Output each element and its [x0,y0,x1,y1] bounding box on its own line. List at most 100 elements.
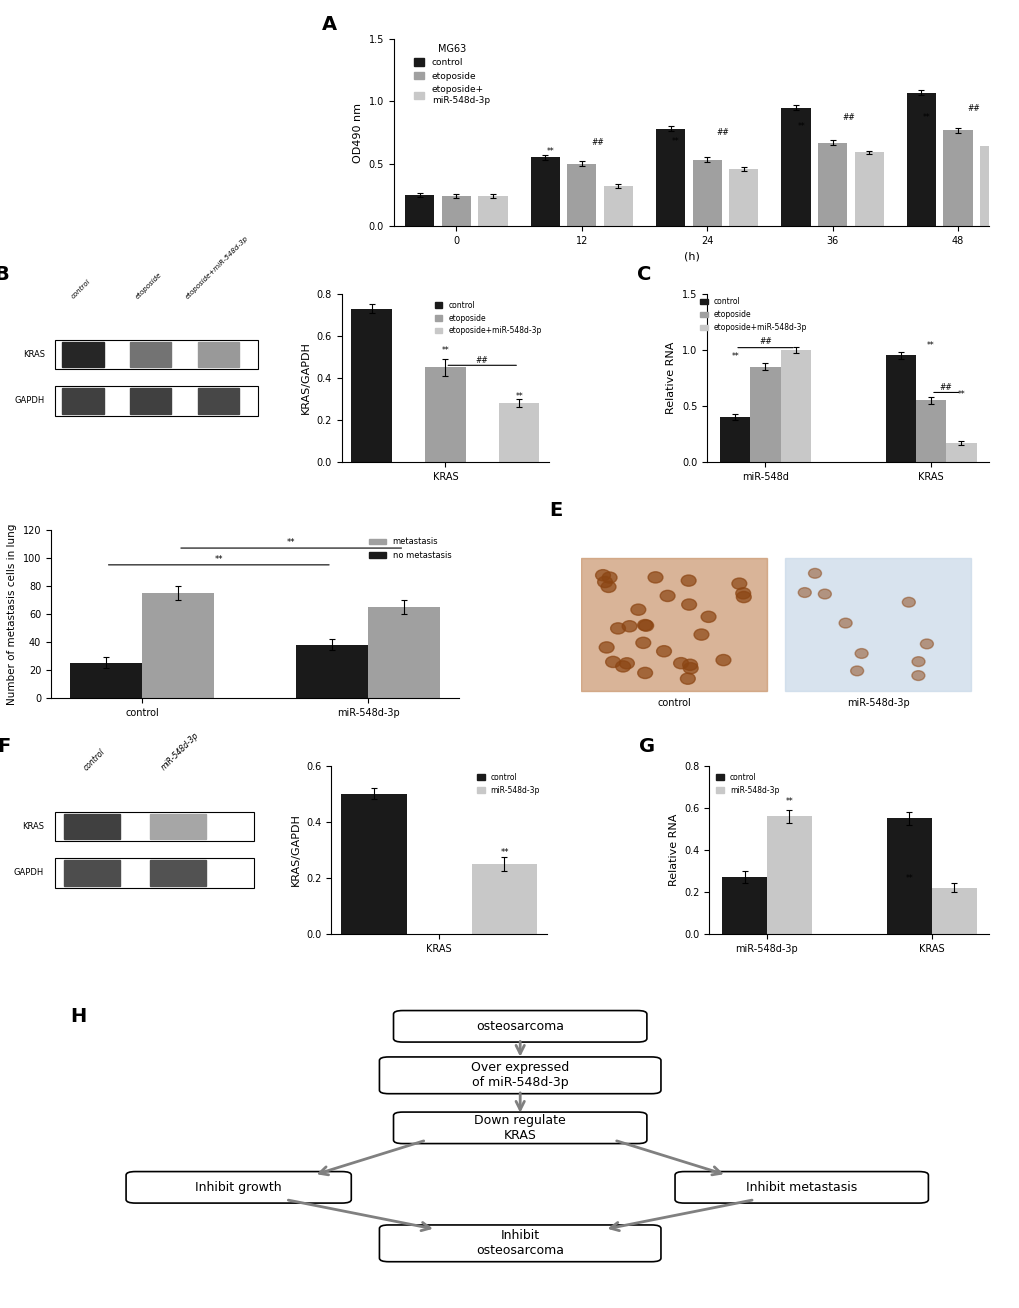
Bar [62,343,104,368]
Text: **: ** [797,122,804,131]
Text: **: ** [499,849,508,858]
Text: **: ** [926,340,934,349]
Text: KRAS: KRAS [23,351,45,360]
Circle shape [850,666,863,676]
Circle shape [659,590,675,602]
Bar [296,645,368,698]
FancyBboxPatch shape [675,1172,927,1203]
Bar [129,388,171,413]
Text: **: ** [515,392,523,400]
Bar [886,819,930,934]
Text: E: E [548,501,561,521]
Circle shape [732,578,746,589]
Bar [750,366,780,462]
Circle shape [638,620,653,632]
Text: ##: ## [758,337,771,347]
Bar [368,607,440,698]
Bar [781,107,810,226]
Circle shape [700,611,715,623]
Text: **: ** [957,390,964,399]
Circle shape [682,659,697,671]
Text: miR-548d-3p: miR-548d-3p [159,731,201,772]
Bar [472,863,537,934]
Bar [62,388,104,413]
Text: GAPDH: GAPDH [14,396,45,405]
Text: KRAS: KRAS [22,823,44,832]
Circle shape [902,598,914,607]
Bar [405,195,434,226]
FancyBboxPatch shape [126,1172,351,1203]
Circle shape [656,646,671,657]
Text: **: ** [214,555,223,564]
Bar [930,888,976,934]
Text: G: G [639,738,655,756]
Text: F: F [0,738,10,756]
Y-axis label: KRAS/GAPDH: KRAS/GAPDH [301,341,311,415]
Bar [729,169,758,226]
Circle shape [631,604,645,615]
Bar [69,663,142,698]
Legend: control, miR-548d-3p: control, miR-548d-3p [474,769,542,798]
Text: Inhibit metastasis: Inhibit metastasis [745,1181,857,1194]
Bar [441,196,471,226]
Circle shape [817,589,830,599]
Text: **: ** [731,352,739,361]
Circle shape [854,649,867,658]
Text: **: ** [905,874,912,883]
Bar [884,356,915,462]
Circle shape [601,572,616,583]
Text: B: B [0,266,9,284]
Text: ##: ## [841,112,854,122]
Text: A: A [322,14,337,34]
Y-axis label: Number of metastasis cells in lung: Number of metastasis cells in lung [7,523,17,705]
Bar [55,812,254,841]
Bar [55,386,258,416]
Legend: control, etoposide, etoposide+miR-548d-3p: control, etoposide, etoposide+miR-548d-3… [431,298,544,339]
Circle shape [595,569,609,581]
Bar [785,557,970,691]
Text: **: ** [672,137,679,145]
Text: Inhibit growth: Inhibit growth [196,1181,281,1194]
Circle shape [808,569,820,578]
Text: **: ** [546,146,553,156]
Bar [603,186,633,226]
Circle shape [615,661,630,672]
Bar [721,878,766,934]
Text: GAPDH: GAPDH [14,869,44,878]
Circle shape [911,671,924,680]
Circle shape [919,640,932,649]
Bar [198,388,238,413]
Text: **: ** [785,797,793,806]
Text: Inhibit
osteosarcoma: Inhibit osteosarcoma [476,1230,564,1257]
Circle shape [693,629,708,640]
Y-axis label: OD490 nm: OD490 nm [353,102,363,162]
Circle shape [681,576,695,586]
Circle shape [736,591,750,603]
Bar [780,349,810,462]
Y-axis label: Relative RNA: Relative RNA [668,814,678,886]
Bar [142,593,214,698]
Text: ##: ## [966,105,979,114]
Circle shape [681,599,696,610]
Circle shape [647,572,662,583]
Bar [478,196,507,226]
Bar [150,861,206,886]
Circle shape [683,663,697,674]
Text: ##: ## [715,128,729,137]
Circle shape [673,658,688,668]
FancyBboxPatch shape [379,1226,660,1262]
Circle shape [637,667,652,679]
Circle shape [619,658,634,668]
Bar [979,146,1008,226]
Text: **: ** [922,112,929,122]
Bar [692,160,721,226]
Bar [55,340,258,369]
Bar [854,153,882,226]
Text: control: control [656,698,690,708]
Bar [581,557,766,691]
Circle shape [715,654,731,666]
Text: control: control [70,279,92,300]
Legend: control, miR-548d-3p: control, miR-548d-3p [712,769,782,798]
Y-axis label: KRAS/GAPDH: KRAS/GAPDH [290,814,301,887]
Text: C: C [636,266,650,284]
